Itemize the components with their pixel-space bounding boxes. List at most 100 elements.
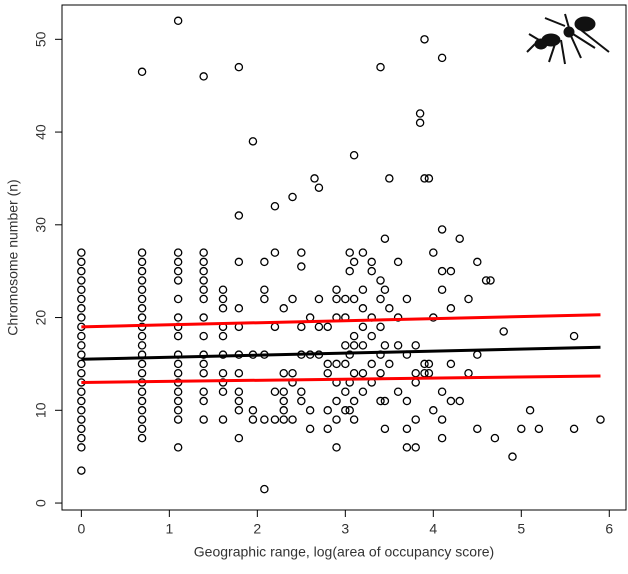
point	[332, 359, 341, 369]
point	[385, 174, 394, 183]
fit-line	[81, 374, 601, 384]
fit-line	[81, 345, 601, 361]
point	[341, 341, 350, 350]
point	[77, 276, 86, 285]
point	[218, 294, 228, 304]
point	[77, 266, 86, 276]
point	[297, 396, 306, 406]
point	[234, 62, 244, 72]
point	[411, 378, 420, 387]
point	[393, 257, 403, 267]
point	[77, 285, 86, 294]
y-tick-label: 30	[33, 217, 49, 233]
point	[173, 406, 183, 415]
point	[218, 415, 228, 424]
point	[367, 331, 376, 341]
point	[173, 387, 183, 396]
x-tick-label: 4	[429, 521, 437, 537]
ant-icon	[526, 13, 610, 65]
point	[218, 387, 228, 396]
point	[473, 350, 482, 359]
point	[393, 387, 403, 396]
point	[358, 368, 368, 378]
point	[77, 257, 86, 267]
point	[332, 294, 341, 304]
y-tick-label: 20	[33, 310, 49, 326]
point	[455, 234, 464, 243]
point	[248, 415, 258, 424]
point	[137, 424, 147, 434]
point	[199, 276, 208, 285]
point	[429, 406, 438, 415]
point	[77, 341, 86, 350]
point	[437, 53, 447, 63]
point	[137, 331, 147, 341]
point	[199, 72, 208, 81]
point	[376, 368, 385, 378]
point	[260, 285, 269, 294]
point	[270, 415, 280, 424]
point	[341, 387, 350, 396]
point	[279, 387, 288, 396]
point	[199, 266, 208, 276]
point	[349, 257, 359, 267]
point	[490, 433, 500, 443]
point	[393, 313, 403, 322]
point	[137, 257, 147, 267]
x-tick-label: 2	[253, 521, 261, 537]
point	[288, 368, 297, 378]
point	[77, 387, 86, 396]
point	[199, 331, 208, 341]
point	[137, 387, 147, 396]
point	[199, 396, 208, 406]
point	[358, 387, 368, 396]
point	[437, 266, 447, 276]
point	[173, 276, 183, 285]
point	[415, 109, 425, 118]
point	[199, 415, 208, 424]
point	[349, 368, 359, 378]
point	[288, 192, 297, 202]
point	[137, 276, 147, 285]
point	[297, 322, 306, 332]
y-tick-label: 0	[33, 499, 49, 507]
point	[199, 285, 208, 294]
point	[314, 322, 324, 332]
point	[77, 359, 86, 369]
point	[341, 359, 350, 369]
point	[173, 16, 183, 26]
point	[376, 294, 385, 304]
point	[234, 396, 244, 406]
point	[77, 294, 86, 304]
point	[437, 415, 447, 424]
point	[199, 350, 208, 359]
point	[173, 396, 183, 406]
point	[332, 396, 341, 406]
point	[199, 294, 208, 304]
point	[358, 304, 368, 313]
point	[455, 396, 464, 406]
point	[77, 406, 86, 415]
point	[218, 378, 228, 387]
point	[279, 368, 288, 378]
point	[234, 433, 244, 443]
point	[137, 415, 147, 424]
point	[173, 331, 183, 341]
point	[402, 424, 412, 434]
point	[297, 248, 306, 257]
point	[305, 424, 315, 434]
point	[199, 368, 208, 378]
point	[596, 415, 605, 424]
point	[260, 415, 269, 424]
y-tick-label: 40	[33, 124, 49, 140]
point	[77, 313, 86, 322]
point	[349, 341, 359, 350]
point	[376, 62, 385, 72]
point	[367, 257, 376, 267]
point	[279, 396, 288, 406]
point	[323, 359, 332, 369]
point	[77, 424, 86, 434]
fit-line	[81, 313, 601, 329]
point	[199, 387, 208, 396]
